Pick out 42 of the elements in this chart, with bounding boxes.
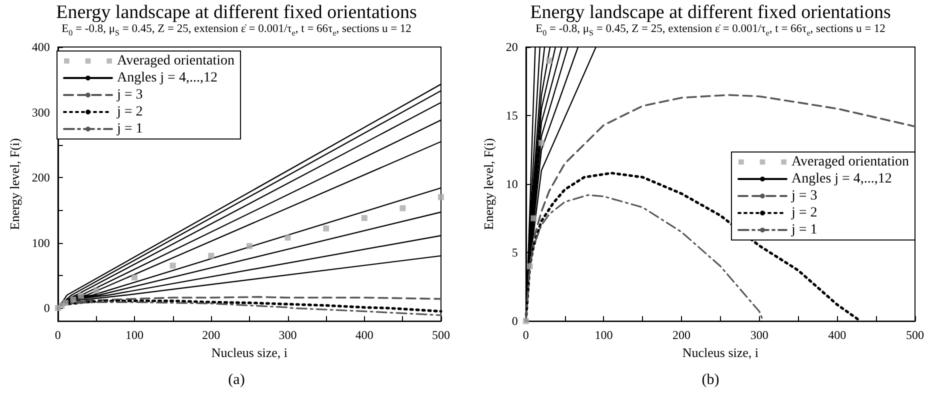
y-tick-label: 20 <box>506 40 518 54</box>
x-tick-label: 400 <box>355 328 374 342</box>
legend-label: j = 1 <box>116 122 143 136</box>
legend-label: j = 2 <box>116 104 143 120</box>
legend-label: Angles j = 4,...,12 <box>791 172 892 186</box>
x-tick-label: 500 <box>432 328 450 342</box>
legend-label: j = 2 <box>790 206 818 220</box>
x-tick-label: 300 <box>750 328 768 342</box>
x-tick-label: 100 <box>594 328 613 342</box>
legend-label: Averaged orientation <box>791 154 910 170</box>
y-axis-title: Energy level, F(i) <box>481 138 496 230</box>
y-tick-label: 400 <box>32 40 50 54</box>
x-axis-title: Nucleus size, i <box>211 345 288 360</box>
legend-label: j = 1 <box>790 222 818 238</box>
y-tick-label: 300 <box>32 105 50 120</box>
legend-label: Angles j = 4,...,12 <box>117 70 218 86</box>
x-tick-label: 200 <box>672 328 691 342</box>
x-tick-label: 400 <box>828 328 846 342</box>
text: (b) <box>700 372 720 389</box>
x-tick-label: 300 <box>278 328 297 342</box>
legend-label: j = 3 <box>116 88 143 102</box>
y-tick-label: 15 <box>506 108 518 123</box>
x-tick-label: 100 <box>126 328 144 342</box>
y-tick-label: 10 <box>506 177 518 192</box>
chart-title: Energy landscape at different fixed orientations <box>55 2 418 24</box>
y-axis-title: Energy level, F(i) <box>7 138 22 230</box>
y-tick-label: 0 <box>44 301 50 316</box>
x-axis-title: Nucleus size, i <box>682 345 759 360</box>
y-tick-label: 5 <box>512 246 518 260</box>
y-tick-label: 100 <box>32 236 50 250</box>
text: (a) <box>227 372 246 389</box>
legend-label: Averaged orientation <box>117 54 235 68</box>
y-tick-label: 0 <box>512 314 518 328</box>
x-tick-label: 0 <box>522 328 529 342</box>
y-tick-label: 200 <box>32 170 50 185</box>
chart-title: Energy landscape at different fixed orientations <box>529 2 892 24</box>
legend-label: j = 3 <box>790 188 818 204</box>
text: E$_{0}$ = -0.8, μ$_{S}$ = 0.45, Z = 25, extension ε̇ = 0.001/τ$_{e}$, t = 66τ$_{e}$, sections u = 12 <box>536 23 886 38</box>
x-tick-label: 0 <box>54 328 61 342</box>
text: E$_{0}$ = -0.8, μ$_{S}$ = 0.45, Z = 25, extension ε̇ = 0.001/τ$_{e}$, t = 66τ$_{e}$, sections u = 12 <box>62 23 412 38</box>
x-tick-label: 500 <box>906 328 924 342</box>
x-tick-label: 200 <box>202 328 220 342</box>
